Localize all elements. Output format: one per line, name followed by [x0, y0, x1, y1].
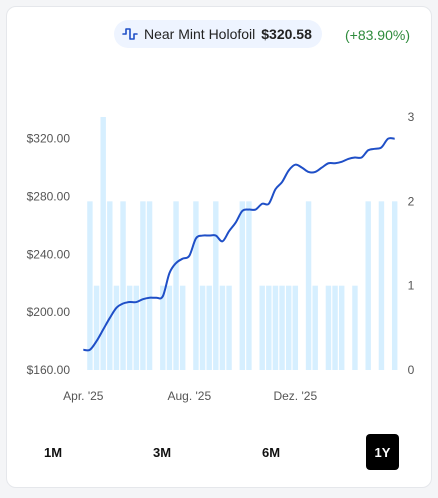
y-right-tick-label: 3	[408, 110, 415, 124]
volume-bar	[193, 201, 199, 370]
volume-bar	[391, 201, 398, 370]
y-left-tick-label: $160.00	[27, 363, 71, 377]
y-left-tick-label: $320.00	[27, 132, 71, 146]
volume-bar	[239, 201, 246, 370]
range-button-1m[interactable]: 1M	[43, 444, 63, 460]
volume-bar	[146, 201, 153, 370]
volume-bar	[279, 285, 285, 370]
volume-bar	[133, 285, 140, 370]
volume-bar	[213, 201, 219, 370]
time-range-selector: 1M 3M 6M 1Y	[0, 434, 438, 474]
volume-bar	[120, 201, 126, 370]
volume-bar	[272, 285, 279, 370]
legend-item[interactable]: Near Mint Holofoil $320.58	[114, 20, 322, 48]
x-tick-label: Apr. '25	[63, 389, 104, 403]
range-button-6m[interactable]: 6M	[261, 444, 281, 460]
price-history-card	[6, 6, 432, 488]
volume-bar	[173, 201, 179, 370]
volume-bar	[126, 285, 133, 370]
volume-bar	[338, 285, 345, 370]
volume-bar	[87, 201, 93, 370]
volume-bar	[226, 285, 232, 370]
volume-bar	[246, 201, 252, 370]
volume-bar	[199, 285, 206, 370]
volume-bar	[259, 285, 265, 370]
price-change-percent: (+83.90%)	[345, 27, 410, 43]
volume-bar	[160, 285, 166, 370]
volume-bar	[312, 285, 318, 370]
volume-bar	[292, 285, 299, 370]
volume-bar	[266, 285, 272, 370]
y-left-tick-label: $240.00	[27, 247, 71, 261]
y-right-tick-label: 0	[408, 363, 415, 377]
volume-bar	[365, 201, 371, 370]
volume-bar	[107, 201, 113, 370]
volume-bar	[219, 285, 226, 370]
volume-bar	[113, 285, 120, 370]
price-line-series	[83, 137, 395, 352]
volume-bar	[93, 285, 100, 370]
range-button-3m[interactable]: 3M	[152, 444, 172, 460]
volume-bar	[166, 285, 173, 370]
x-tick-label: Dez. '25	[273, 389, 317, 403]
y-right-tick-label: 1	[408, 279, 415, 293]
y-right-tick-label: 2	[408, 194, 415, 208]
legend-price: $320.58	[261, 26, 312, 42]
x-tick-label: Aug. '25	[167, 389, 211, 403]
price-chart: $160.00 $200.00 $240.00 $280.00 $320.00 0 1 2 3 A…	[27, 110, 415, 403]
volume-bar	[332, 285, 338, 370]
y-left-tick-label: $200.00	[27, 305, 71, 319]
range-button-1y[interactable]: 1Y	[366, 434, 399, 470]
volume-bar	[206, 285, 212, 370]
pulse-line-icon	[122, 28, 138, 40]
volume-bar	[179, 285, 186, 370]
y-left-tick-label: $280.00	[27, 190, 71, 204]
volume-bar	[305, 201, 312, 370]
volume-bar	[352, 285, 358, 370]
volume-bar	[325, 285, 332, 370]
volume-bar	[100, 117, 106, 370]
volume-bar	[140, 201, 146, 370]
legend-label: Near Mint Holofoil	[144, 26, 256, 42]
volume-bar	[378, 201, 385, 370]
volume-bar	[285, 285, 292, 370]
